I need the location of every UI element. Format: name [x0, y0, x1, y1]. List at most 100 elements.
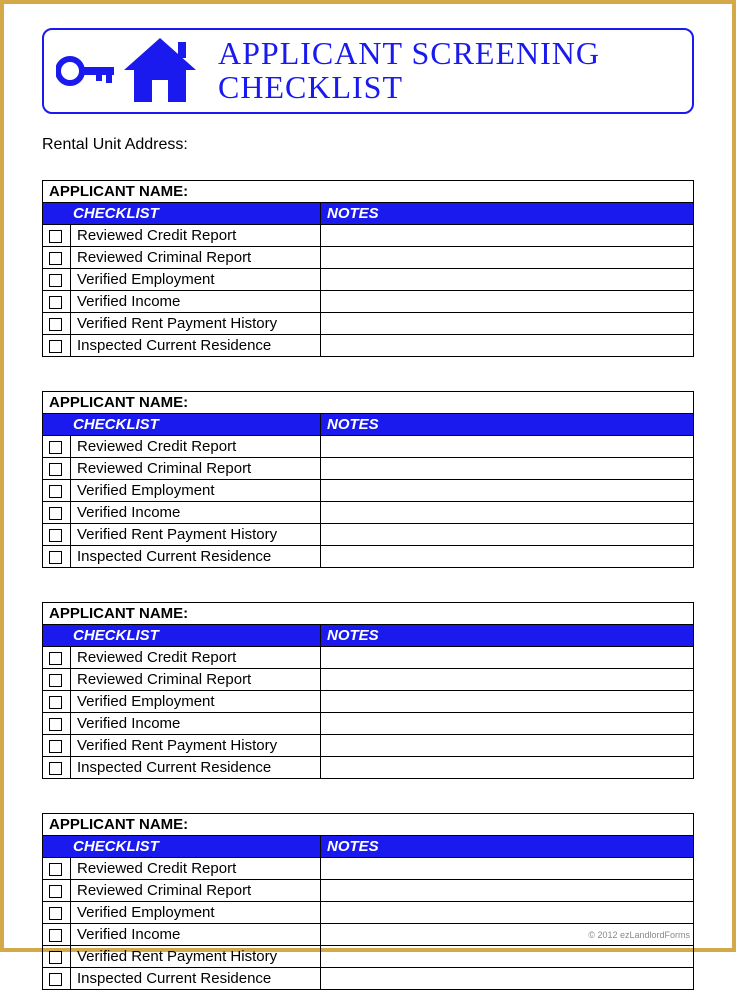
- checkbox-icon[interactable]: [49, 296, 62, 309]
- notes-field[interactable]: [321, 880, 694, 902]
- checkbox-cell[interactable]: [43, 902, 71, 924]
- checkbox-icon[interactable]: [49, 441, 62, 454]
- checkbox-cell[interactable]: [43, 924, 71, 946]
- notes-field[interactable]: [321, 647, 694, 669]
- notes-field[interactable]: [321, 757, 694, 779]
- checklist-item-label: Verified Income: [71, 502, 321, 524]
- checklist-row: Verified Employment: [43, 691, 694, 713]
- checkbox-cell[interactable]: [43, 669, 71, 691]
- notes-field[interactable]: [321, 546, 694, 568]
- checkbox-icon[interactable]: [49, 674, 62, 687]
- notes-column-header: NOTES: [321, 203, 694, 225]
- checklist-table: APPLICANT NAME:CHECKLISTNOTESReviewed Cr…: [42, 391, 694, 568]
- notes-field[interactable]: [321, 713, 694, 735]
- checkbox-cell[interactable]: [43, 946, 71, 968]
- checklist-item-label: Verified Employment: [71, 480, 321, 502]
- notes-field[interactable]: [321, 858, 694, 880]
- house-icon: [120, 36, 200, 106]
- checkbox-icon[interactable]: [49, 718, 62, 731]
- applicant-block: APPLICANT NAME:CHECKLISTNOTESReviewed Cr…: [42, 180, 694, 357]
- applicant-name-label: APPLICANT NAME:: [43, 392, 321, 414]
- notes-field[interactable]: [321, 691, 694, 713]
- checkbox-cell[interactable]: [43, 458, 71, 480]
- checklist-item-label: Verified Employment: [71, 691, 321, 713]
- checklist-row: Reviewed Credit Report: [43, 858, 694, 880]
- checkbox-icon[interactable]: [49, 652, 62, 665]
- checkbox-cell[interactable]: [43, 524, 71, 546]
- notes-field[interactable]: [321, 436, 694, 458]
- checkbox-cell[interactable]: [43, 968, 71, 990]
- notes-field[interactable]: [321, 524, 694, 546]
- checkbox-icon[interactable]: [49, 340, 62, 353]
- checkbox-cell[interactable]: [43, 480, 71, 502]
- checkbox-cell[interactable]: [43, 880, 71, 902]
- notes-field[interactable]: [321, 269, 694, 291]
- applicant-name-field[interactable]: [321, 814, 694, 836]
- checklist-item-label: Inspected Current Residence: [71, 968, 321, 990]
- notes-field[interactable]: [321, 247, 694, 269]
- checkbox-icon[interactable]: [49, 463, 62, 476]
- notes-field[interactable]: [321, 458, 694, 480]
- applicant-name-label: APPLICANT NAME:: [43, 603, 321, 625]
- checkbox-icon[interactable]: [49, 951, 62, 964]
- notes-field[interactable]: [321, 313, 694, 335]
- checkbox-cell[interactable]: [43, 546, 71, 568]
- checkbox-icon[interactable]: [49, 696, 62, 709]
- applicant-name-field[interactable]: [321, 181, 694, 203]
- key-house-logo: [56, 36, 200, 106]
- checklist-row: Verified Rent Payment History: [43, 313, 694, 335]
- checkbox-cell[interactable]: [43, 757, 71, 779]
- checkbox-icon[interactable]: [49, 929, 62, 942]
- checkbox-icon[interactable]: [49, 863, 62, 876]
- checkbox-cell[interactable]: [43, 335, 71, 357]
- title-box: APPLICANT SCREENING CHECKLIST: [42, 28, 694, 114]
- checkbox-icon[interactable]: [49, 507, 62, 520]
- checkbox-cell[interactable]: [43, 291, 71, 313]
- checkbox-cell[interactable]: [43, 647, 71, 669]
- checkbox-cell[interactable]: [43, 436, 71, 458]
- checkbox-cell[interactable]: [43, 225, 71, 247]
- checkbox-icon[interactable]: [49, 907, 62, 920]
- checklist-item-label: Inspected Current Residence: [71, 546, 321, 568]
- rental-address-label: Rental Unit Address:: [42, 136, 694, 154]
- checkbox-cell[interactable]: [43, 269, 71, 291]
- notes-field[interactable]: [321, 225, 694, 247]
- checklist-item-label: Reviewed Criminal Report: [71, 880, 321, 902]
- checkbox-icon[interactable]: [49, 551, 62, 564]
- checkbox-icon[interactable]: [49, 230, 62, 243]
- checklist-column-header: CHECKLIST: [43, 836, 321, 858]
- checkbox-cell[interactable]: [43, 247, 71, 269]
- checkbox-cell[interactable]: [43, 858, 71, 880]
- notes-field[interactable]: [321, 291, 694, 313]
- applicant-name-label: APPLICANT NAME:: [43, 181, 321, 203]
- checkbox-cell[interactable]: [43, 713, 71, 735]
- notes-field[interactable]: [321, 480, 694, 502]
- notes-field[interactable]: [321, 735, 694, 757]
- notes-field[interactable]: [321, 968, 694, 990]
- checkbox-icon[interactable]: [49, 973, 62, 986]
- checkbox-cell[interactable]: [43, 313, 71, 335]
- checklist-row: Inspected Current Residence: [43, 546, 694, 568]
- checkbox-icon[interactable]: [49, 485, 62, 498]
- notes-field[interactable]: [321, 902, 694, 924]
- applicant-name-label: APPLICANT NAME:: [43, 814, 321, 836]
- applicant-name-field[interactable]: [321, 603, 694, 625]
- checkbox-cell[interactable]: [43, 735, 71, 757]
- applicant-name-field[interactable]: [321, 392, 694, 414]
- notes-field[interactable]: [321, 669, 694, 691]
- checkbox-icon[interactable]: [49, 274, 62, 287]
- checkbox-icon[interactable]: [49, 740, 62, 753]
- checkbox-icon[interactable]: [49, 762, 62, 775]
- notes-field[interactable]: [321, 946, 694, 968]
- notes-field[interactable]: [321, 335, 694, 357]
- checkbox-icon[interactable]: [49, 529, 62, 542]
- checkbox-cell[interactable]: [43, 502, 71, 524]
- checkbox-cell[interactable]: [43, 691, 71, 713]
- checkbox-icon[interactable]: [49, 885, 62, 898]
- checkbox-icon[interactable]: [49, 252, 62, 265]
- checklist-item-label: Reviewed Credit Report: [71, 647, 321, 669]
- checkbox-icon[interactable]: [49, 318, 62, 331]
- checklist-table: APPLICANT NAME:CHECKLISTNOTESReviewed Cr…: [42, 813, 694, 990]
- checklist-item-label: Reviewed Criminal Report: [71, 247, 321, 269]
- notes-field[interactable]: [321, 502, 694, 524]
